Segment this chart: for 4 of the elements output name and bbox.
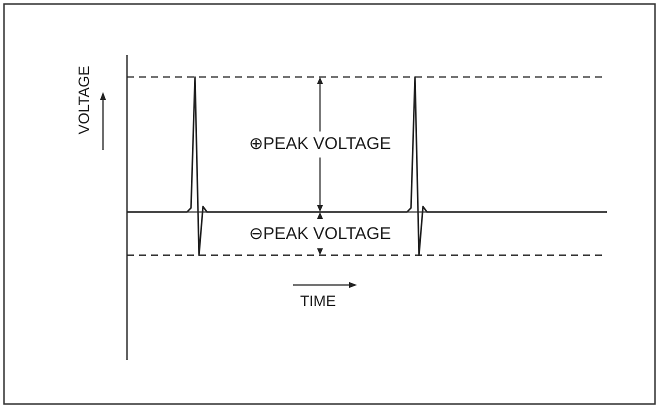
x-axis-title: TIME — [300, 293, 336, 310]
annotation: ⊖PEAK VOLTAGE — [249, 224, 391, 244]
annotation: ⊕PEAK VOLTAGE — [249, 134, 391, 153]
y-axis-title: VOLTAGE — [76, 66, 93, 134]
